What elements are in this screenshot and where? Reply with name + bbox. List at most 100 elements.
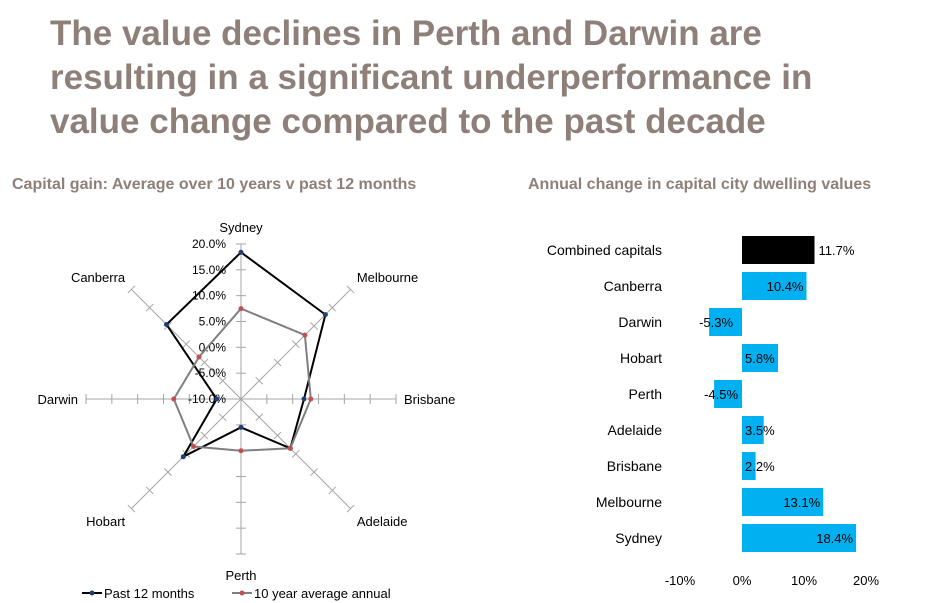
bar-x-tick-label: -10%: [665, 573, 696, 588]
radar-tick-mark: [328, 486, 337, 495]
radar-tick-mark: [346, 285, 355, 294]
radar-tick-mark: [291, 449, 300, 458]
radar-chart-title: Capital gain: Average over 10 years v pa…: [12, 176, 417, 193]
radar-tick-mark: [346, 504, 355, 513]
radar-data-point: [164, 322, 169, 327]
radar-category-label-brisbane: Brisbane: [404, 392, 455, 407]
radar-tick-mark: [218, 413, 227, 422]
bar-data-label: 13.1%: [783, 495, 820, 510]
bar-melbourne: [742, 488, 824, 516]
bar-x-tick-label: 10%: [791, 573, 817, 588]
radar-tick-mark: [145, 303, 154, 312]
bar-x-tick-labels: -10% 0% 10% 20%: [665, 573, 880, 588]
radar-tick-mark: [145, 486, 154, 495]
radar-category-label-hobart: Hobart: [86, 514, 125, 529]
radar-data-point: [302, 332, 308, 338]
bar-canberra: [742, 272, 807, 300]
radar-tick-mark: [273, 358, 282, 367]
radar-tick-mark: [182, 340, 191, 349]
radar-category-label-adelaide: Adelaide: [357, 514, 408, 529]
radar-category-labels: Sydney Melbourne Brisbane Adelaide Perth Hoba…: [38, 220, 456, 583]
page-title-line: value change compared to the past decade: [50, 102, 766, 141]
radar-data-point: [171, 396, 177, 402]
radar-tick-mark: [273, 431, 282, 440]
bar-chart-title: Annual change in capital city dwelling v…: [528, 176, 872, 193]
radar-tick-labels: 20.0%15.0%10.0%5.0%0.0%-5.0%-10.0%: [188, 237, 226, 406]
bar-darwin: [709, 308, 742, 336]
radar-series-past-12-months: [164, 249, 328, 460]
radar-legend: Past 12 months 10 year average annual: [82, 586, 391, 601]
radar-tick-label: 5.0%: [199, 315, 227, 329]
bar-category-label-sydney: Sydney: [615, 530, 662, 546]
radar-category-label-melbourne: Melbourne: [357, 270, 418, 285]
bar-data-label: 11.7%: [819, 243, 855, 258]
bar-data-label: 2.2%: [745, 459, 775, 474]
bar-category-label-perth: Perth: [629, 386, 662, 402]
bar-series: [709, 236, 857, 552]
radar-tick-mark: [127, 504, 136, 513]
bar-category-label-hobart: Hobart: [620, 350, 662, 366]
bar-sydney: [742, 524, 857, 552]
radar-tick-mark: [200, 431, 209, 440]
bar-data-labels: 11.7% 10.4% -5.3% 5.8% -4.5% 3.5% 2.2% 13.1% 18.…: [699, 243, 855, 546]
radar-category-label-perth: Perth: [225, 568, 256, 583]
bar-hobart: [742, 344, 778, 372]
radar-tick-mark: [310, 322, 318, 330]
bar-chart: Combined capitals Canberra Darwin Hobart Per…: [547, 236, 880, 588]
radar-data-point: [322, 312, 328, 318]
radar-category-label-canberra: Canberra: [71, 270, 126, 285]
radar-data-point: [238, 424, 244, 430]
page-title: The value declines in Perth and Darwin a…: [50, 12, 920, 144]
bar-data-label: 18.4%: [816, 531, 853, 546]
radar-axes: [85, 243, 397, 555]
radar-tick-label: 15.0%: [192, 263, 226, 277]
bar-category-label-combined-capitals: Combined capitals: [547, 242, 662, 258]
bar-category-label-darwin: Darwin: [618, 314, 662, 330]
legend-label-10-year-average-annual: 10 year average annual: [254, 586, 391, 601]
legend-swatch-marker: [239, 590, 245, 596]
radar-tick-label: 20.0%: [192, 237, 226, 251]
radar-category-label-darwin: Darwin: [38, 392, 78, 407]
radar-tick-mark: [328, 303, 337, 312]
page-title-line: resulting in a significant underperforma…: [50, 58, 813, 97]
legend-swatch-marker: [89, 590, 95, 596]
radar-tick-mark: [255, 413, 264, 422]
radar-data-point: [214, 396, 220, 402]
radar-data-point: [196, 354, 202, 360]
radar-chart: 20.0%15.0%10.0%5.0%0.0%-5.0%-10.0%Sydney…: [38, 220, 456, 601]
radar-data-point: [287, 445, 293, 451]
radar-data-point: [191, 444, 196, 449]
radar-tick-mark: [164, 468, 172, 476]
radar-tick-mark: [182, 449, 191, 458]
radar-data-point: [238, 249, 244, 255]
radar-tick-mark: [310, 468, 318, 476]
bar-combined-capitals: [742, 236, 815, 264]
radar-data-point: [238, 448, 244, 454]
bar-data-label: 10.4%: [767, 279, 804, 294]
bar-category-label-brisbane: Brisbane: [607, 458, 662, 474]
bar-category-labels: Combined capitals Canberra Darwin Hobart Per…: [547, 242, 662, 546]
bar-adelaide: [742, 416, 764, 444]
radar-tick-mark: [291, 340, 300, 349]
bar-data-label: -4.5%: [704, 387, 738, 402]
bar-x-tick-label: 20%: [853, 573, 879, 588]
radar-series-line: [165, 250, 327, 460]
radar-data-point: [308, 396, 314, 402]
page-title-line: The value declines in Perth and Darwin a…: [50, 14, 762, 53]
legend-label-past-12-months: Past 12 months: [104, 586, 195, 601]
radar-tick-label: -10.0%: [188, 392, 226, 406]
bar-data-label: -5.3%: [699, 315, 733, 330]
radar-tick-mark: [255, 376, 264, 385]
bar-perth: [714, 380, 742, 408]
radar-series-10-year-average-annual: [171, 306, 314, 454]
radar-data-point: [238, 306, 244, 312]
radar-category-label-sydney: Sydney: [219, 220, 263, 235]
radar-data-point: [180, 454, 186, 460]
bar-brisbane: [742, 452, 756, 480]
radar-tick-mark: [218, 376, 227, 385]
bar-category-label-canberra: Canberra: [604, 278, 663, 294]
bar-data-label: 3.5%: [745, 423, 775, 438]
radar-data-point: [301, 396, 307, 402]
radar-tick-mark: [127, 285, 136, 294]
bar-x-tick-label: 0%: [733, 573, 752, 588]
